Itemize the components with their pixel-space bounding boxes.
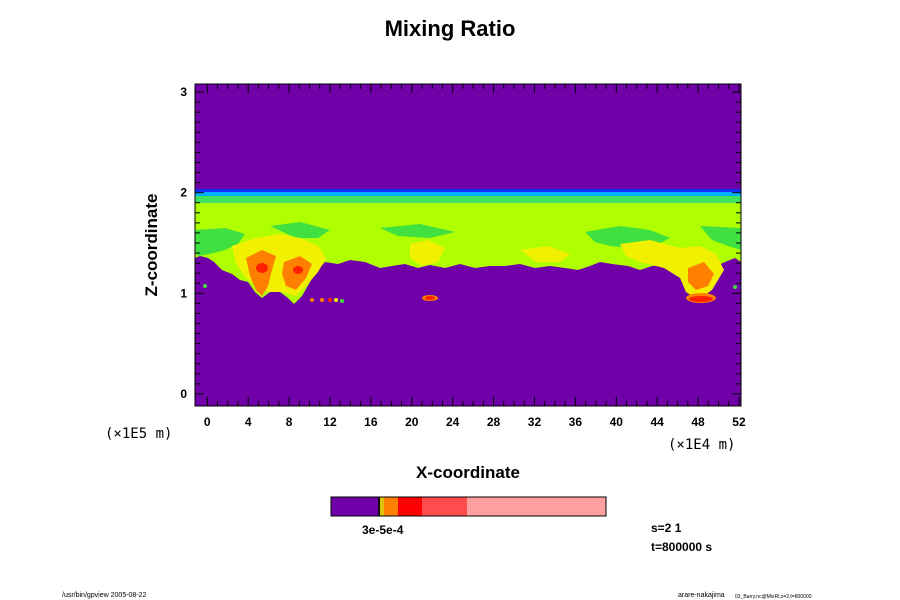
colorbar-segment xyxy=(380,497,384,516)
colorbar-segment xyxy=(384,497,398,516)
contour-droplet xyxy=(328,298,332,302)
x-tick-label: 52 xyxy=(732,415,746,429)
x-tick-label: 40 xyxy=(610,415,624,429)
contour-droplet xyxy=(310,298,314,302)
contour-layers xyxy=(195,189,741,304)
x-scale-note: (×1E4 m) xyxy=(668,437,735,453)
contour-droplet xyxy=(320,298,324,302)
x-tick-label: 28 xyxy=(487,415,501,429)
contour-red-core xyxy=(689,296,713,302)
step-info: s=2 1 xyxy=(651,521,682,535)
contour-droplet xyxy=(334,298,338,302)
y-tick-label: 1 xyxy=(180,286,187,300)
colorbar-segment xyxy=(398,497,422,516)
contour-yellow-patch xyxy=(520,246,570,262)
x-tick-label: 48 xyxy=(691,415,705,429)
x-tick-label: 12 xyxy=(323,415,337,429)
contour-droplet xyxy=(203,284,207,288)
colorbar xyxy=(331,497,606,516)
y-axis-title: Z-coordinate xyxy=(142,194,161,297)
time-info: t=800000 s xyxy=(651,540,712,554)
colorbar-segment xyxy=(378,497,380,516)
contour-orange-blob xyxy=(688,262,714,290)
footer-right: arare-nakajima xyxy=(678,592,725,599)
contour-green-patch xyxy=(270,222,330,238)
footer-right-sub: 03_Barry.nc@MixRt,x=2,t=800000 xyxy=(735,594,812,600)
y-tick-label: 0 xyxy=(180,387,187,401)
contour-red-core xyxy=(256,263,268,273)
x-tick-label: 32 xyxy=(528,415,542,429)
chart-title: Mixing Ratio xyxy=(384,16,516,41)
colorbar-label: 3e-5e-4 xyxy=(362,523,404,537)
contour-green-band xyxy=(195,196,741,204)
x-tick-label: 20 xyxy=(405,415,419,429)
x-tick-label: 44 xyxy=(650,415,664,429)
colorbar-segment xyxy=(331,497,378,516)
x-tick-label: 0 xyxy=(204,415,211,429)
contour-droplet xyxy=(733,285,737,289)
x-axis-ticks: 0 4 8 12 16 20 24 28 32 36 40 44 48 52 xyxy=(204,84,746,429)
plot-frame xyxy=(194,83,742,407)
y-axis-ticks: 0 1 2 3 xyxy=(180,85,741,401)
colorbar-segment xyxy=(467,497,606,516)
contour-green-patch xyxy=(700,226,741,250)
contour-blue-band xyxy=(195,189,741,193)
x-axis-title: X-coordinate xyxy=(416,463,520,482)
y-scale-note: (×1E5 m) xyxy=(105,426,172,442)
y-tick-label: 3 xyxy=(180,85,187,99)
contour-green-patch xyxy=(195,228,245,256)
x-tick-label: 8 xyxy=(286,415,293,429)
footer-left: /usr/bin/gpview 2005-08-22 xyxy=(62,592,147,599)
x-tick-label: 4 xyxy=(245,415,252,429)
contour-cyan-band xyxy=(195,192,741,197)
y-tick-label: 2 xyxy=(180,186,187,200)
contour-yellow-patch xyxy=(410,240,445,266)
x-tick-label: 36 xyxy=(569,415,583,429)
contour-red-core xyxy=(293,266,303,274)
x-tick-label: 24 xyxy=(446,415,460,429)
colorbar-frame xyxy=(330,496,607,517)
contour-yellowgreen-region xyxy=(195,203,741,304)
contour-droplet xyxy=(340,299,344,303)
colorbar-segment xyxy=(422,497,467,516)
contour-red-core xyxy=(425,296,435,300)
contour-orange-blob xyxy=(246,250,276,296)
contour-green-patch xyxy=(380,224,455,238)
x-tick-label: 16 xyxy=(364,415,378,429)
